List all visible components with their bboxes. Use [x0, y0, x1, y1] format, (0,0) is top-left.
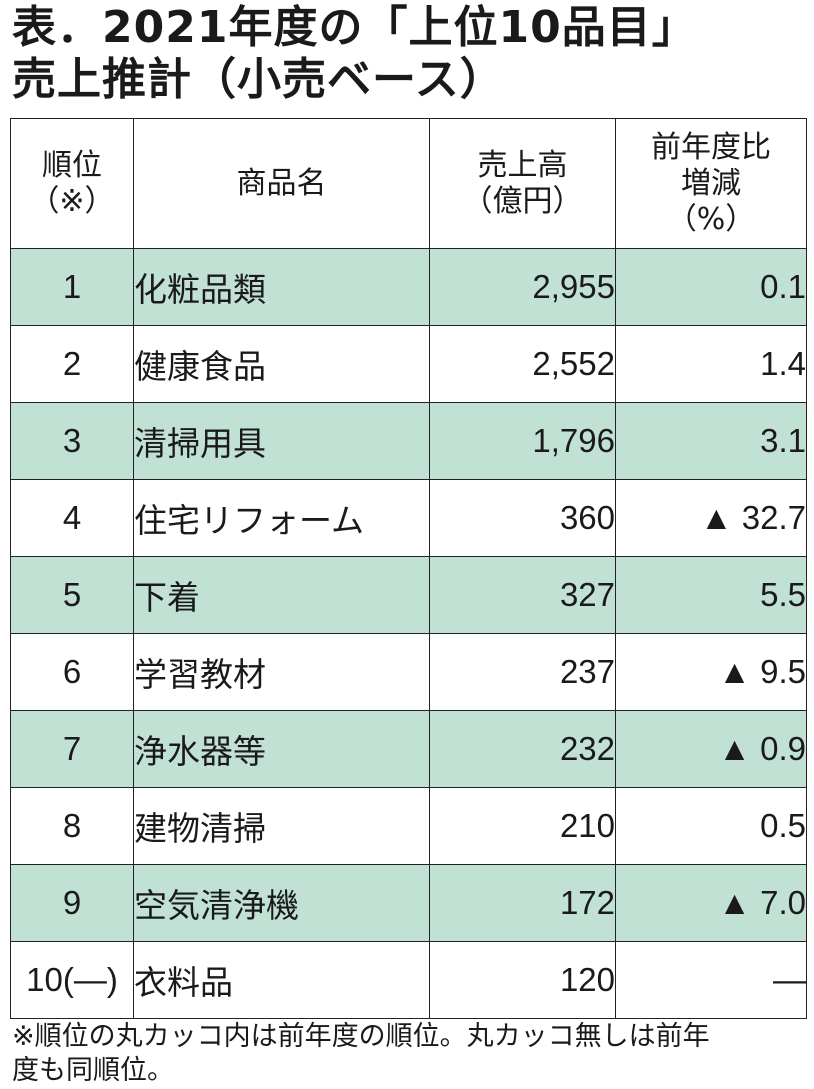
footnote-line: 度も同順位。 — [12, 1055, 174, 1086]
header-yoy-line: 増減 — [681, 165, 741, 201]
table-row: 9 空気清浄機 172 ▲ 7.0 — [10, 864, 807, 942]
table-row: 5 下着 327 5.5 — [10, 556, 807, 634]
title-line-2: 売上推計（小売ベース） — [12, 54, 505, 105]
cell-rank: 7 — [10, 710, 134, 788]
sales-ranking-table: 順位 （※） 商品名 売上高 （億円） 前年度比 増減 （%） 1 化粧品類 2… — [10, 118, 807, 1019]
cell-rank: 9 — [10, 864, 134, 942]
cell-rank: 5 — [10, 556, 134, 634]
page-title: 表．2021年度の「上位10品目」 売上推計（小売ベース） — [12, 2, 812, 106]
cell-rank: 8 — [10, 787, 134, 865]
cell-name: 浄水器等 — [133, 710, 430, 788]
cell-name: 学習教材 — [133, 633, 430, 711]
cell-name: 衣料品 — [133, 941, 430, 1019]
cell-name: 住宅リフォーム — [133, 479, 430, 557]
header-rank-line: （※） — [29, 183, 115, 219]
title-line-1: 表．2021年度の「上位10品目」 — [12, 2, 697, 53]
table-header-row: 順位 （※） 商品名 売上高 （億円） 前年度比 増減 （%） — [10, 118, 807, 249]
header-name-line: 商品名 — [236, 165, 327, 201]
table-row: 1 化粧品類 2,955 0.1 — [10, 248, 807, 326]
cell-name: 健康食品 — [133, 325, 430, 403]
table-row: 3 清掃用具 1,796 3.1 — [10, 402, 807, 480]
cell-rank: 6 — [10, 633, 134, 711]
cell-yoy: ▲ 9.5 — [615, 633, 807, 711]
header-yoy-line: 前年度比 — [651, 129, 771, 165]
header-rank: 順位 （※） — [10, 118, 134, 249]
cell-sales: 237 — [429, 633, 616, 711]
cell-yoy: ▲ 7.0 — [615, 864, 807, 942]
cell-rank: 10(—) — [10, 941, 134, 1019]
cell-yoy: 3.1 — [615, 402, 807, 480]
table-row: 2 健康食品 2,552 1.4 — [10, 325, 807, 403]
cell-sales: 1,796 — [429, 402, 616, 480]
header-yoy-line: （%） — [666, 201, 756, 237]
table-row: 6 学習教材 237 ▲ 9.5 — [10, 633, 807, 711]
table-row: 4 住宅リフォーム 360 ▲ 32.7 — [10, 479, 807, 557]
footnote-line: ※順位の丸カッコ内は前年度の順位。丸カッコ無しは前年 — [12, 1021, 710, 1052]
cell-name: 化粧品類 — [133, 248, 430, 326]
header-sales-line: 売上高 — [477, 147, 568, 183]
cell-name: 清掃用具 — [133, 402, 430, 480]
cell-rank: 3 — [10, 402, 134, 480]
cell-yoy: 0.1 — [615, 248, 807, 326]
cell-name: 下着 — [133, 556, 430, 634]
cell-name: 建物清掃 — [133, 787, 430, 865]
cell-sales: 172 — [429, 864, 616, 942]
cell-yoy: ▲ 32.7 — [615, 479, 807, 557]
cell-yoy: 5.5 — [615, 556, 807, 634]
cell-yoy: 1.4 — [615, 325, 807, 403]
table-row: 7 浄水器等 232 ▲ 0.9 — [10, 710, 807, 788]
cell-rank: 2 — [10, 325, 134, 403]
header-rank-line: 順位 — [42, 147, 102, 183]
cell-sales: 327 — [429, 556, 616, 634]
cell-sales: 232 — [429, 710, 616, 788]
table-row: 8 建物清掃 210 0.5 — [10, 787, 807, 865]
cell-rank: 4 — [10, 479, 134, 557]
cell-sales: 120 — [429, 941, 616, 1019]
cell-sales: 360 — [429, 479, 616, 557]
cell-yoy: — — [615, 941, 807, 1019]
cell-sales: 210 — [429, 787, 616, 865]
cell-name: 空気清浄機 — [133, 864, 430, 942]
cell-sales: 2,955 — [429, 248, 616, 326]
cell-sales: 2,552 — [429, 325, 616, 403]
cell-rank: 1 — [10, 248, 134, 326]
header-sales: 売上高 （億円） — [429, 118, 616, 249]
cell-yoy: ▲ 0.9 — [615, 710, 807, 788]
footnote: ※順位の丸カッコ内は前年度の順位。丸カッコ無しは前年 度も同順位。 — [12, 1020, 802, 1088]
table-row: 10(—) 衣料品 120 — — [10, 941, 807, 1019]
header-name: 商品名 — [133, 118, 430, 249]
header-sales-line: （億円） — [462, 183, 583, 219]
header-yoy: 前年度比 増減 （%） — [615, 118, 807, 249]
cell-yoy: 0.5 — [615, 787, 807, 865]
